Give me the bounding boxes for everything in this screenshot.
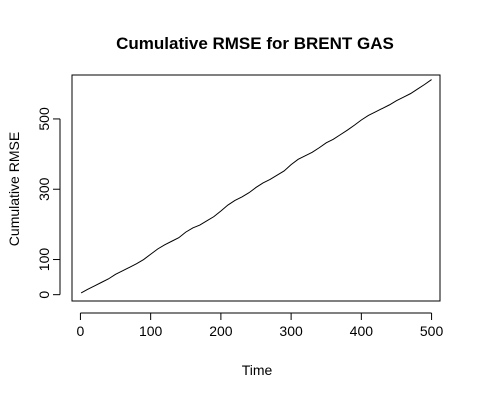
x-tick-label: 400 [350, 323, 374, 339]
plot-frame [71, 74, 441, 302]
y-tick-label: 300 [36, 177, 52, 201]
x-tick-label: 100 [139, 323, 163, 339]
y-tick-label: 100 [36, 248, 52, 272]
y-axis: 0 100 300 500 [36, 107, 61, 299]
x-tick-label: 500 [420, 323, 444, 339]
y-tick-label: 500 [36, 107, 52, 131]
x-axis-label: Time [242, 362, 273, 378]
y-tick-label: 0 [36, 291, 52, 299]
x-tick-label: 300 [279, 323, 303, 339]
x-tick-label: 200 [209, 323, 233, 339]
cumulative-rmse-line [80, 79, 432, 294]
x-axis: 0 100 200 300 400 500 [77, 312, 444, 339]
y-axis-label: Cumulative RMSE [6, 132, 22, 246]
x-tick-label: 0 [77, 323, 85, 339]
chart-title: Cumulative RMSE for BRENT GAS [116, 34, 394, 53]
